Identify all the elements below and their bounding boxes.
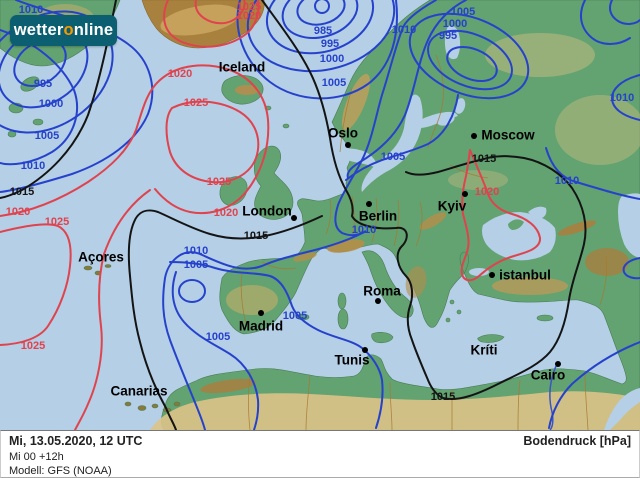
skagerrak: [336, 148, 378, 168]
footer-model-name: Modell: GFS (NOAA): [9, 465, 112, 477]
caspian-sea: [618, 193, 640, 258]
terrain-highlights: [35, 4, 640, 430]
black-sea: [482, 212, 556, 261]
lake-ladoga: [437, 114, 455, 126]
land-mainland: [161, 0, 640, 430]
red-sea: [604, 388, 640, 430]
wetteronline-logo[interactable]: wetter o nline: [10, 15, 117, 46]
footer-model-run: Mi 00 +12h: [9, 451, 64, 463]
logo-text-part2: nline: [73, 21, 114, 39]
water-bodies: [336, 25, 640, 430]
crimea-peninsula: [508, 219, 524, 230]
footer-info-bar: Mi, 13.05.2020, 12 UTC Bodendruck [hPa] …: [0, 430, 640, 478]
sea-of-marmara: [469, 268, 489, 276]
azores-islands: [83, 264, 112, 276]
map-canvas: [0, 0, 640, 430]
isobars-mid: [0, 0, 587, 430]
isobars-high: [0, 0, 542, 430]
island-sardinia: [337, 308, 349, 330]
logo-text-accent: o: [63, 21, 74, 39]
island-corsica: [337, 292, 347, 310]
island-cyprus: [536, 314, 554, 322]
nile-river: [549, 365, 557, 430]
sea-of-azov: [528, 206, 547, 219]
pressure-map: 1010 995 1000 1005 1010 985 995 1000 1005 1010 100…: [0, 0, 640, 430]
logo-text-part1: wetter: [13, 21, 64, 39]
canary-islands: [124, 401, 181, 413]
baltic-sea: [361, 94, 423, 192]
footer-quantity-label: Bodendruck [hPa]: [523, 434, 631, 448]
footer-datetime: Mi, 13.05.2020, 12 UTC: [9, 434, 143, 448]
island-sicily: [371, 332, 394, 344]
white-sea: [444, 25, 461, 60]
land-italy: [361, 250, 414, 319]
island-crete: [477, 334, 505, 343]
land-britain: [253, 145, 294, 220]
